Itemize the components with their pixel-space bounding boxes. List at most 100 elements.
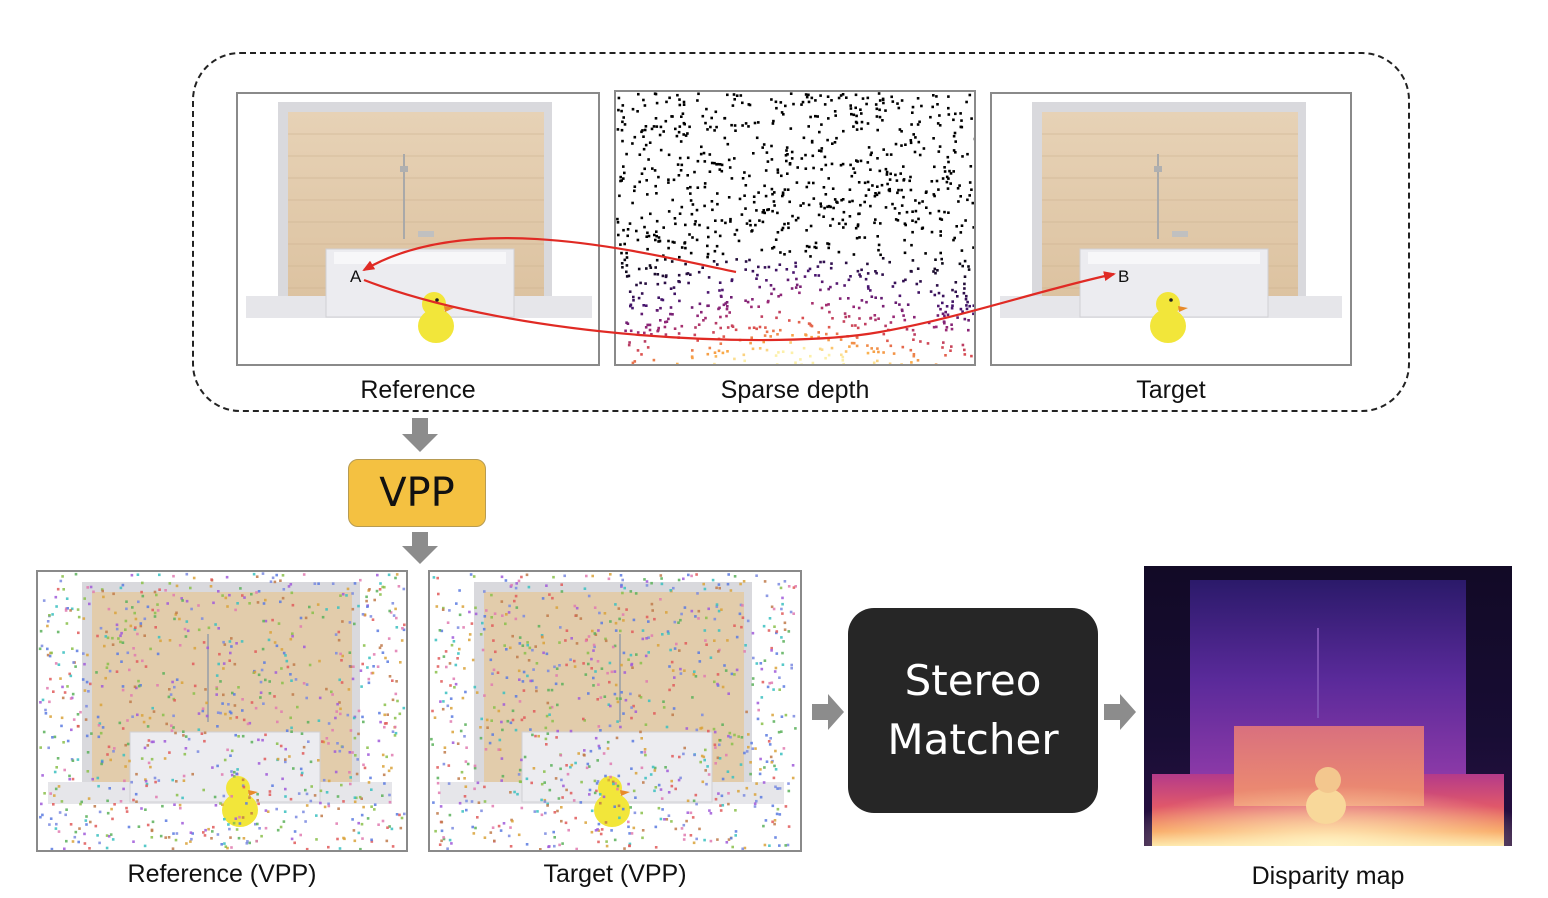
depth-point <box>902 165 905 168</box>
depth-point <box>795 277 798 281</box>
vpp-point <box>619 697 622 700</box>
vpp-point <box>776 807 780 811</box>
depth-point <box>616 217 619 221</box>
depth-point <box>765 348 769 352</box>
vpp-point <box>210 837 213 840</box>
depth-point <box>689 192 692 195</box>
depth-point <box>737 239 741 243</box>
vpp-point <box>68 777 71 781</box>
vpp-point <box>185 572 189 576</box>
vpp-point <box>670 660 674 664</box>
depth-point <box>831 317 834 320</box>
vpp-point <box>264 826 268 830</box>
vpp-point <box>202 831 205 834</box>
vpp-point <box>726 770 730 773</box>
depth-point <box>653 92 657 95</box>
vpp-point <box>309 799 313 803</box>
vpp-point <box>622 619 625 622</box>
vpp-point <box>559 626 562 629</box>
depth-point <box>864 194 868 197</box>
depth-point <box>967 328 970 332</box>
vpp-point <box>235 828 239 831</box>
depth-point <box>903 251 907 255</box>
vpp-point <box>544 811 547 815</box>
vpp-point <box>714 762 717 765</box>
depth-point <box>696 339 699 342</box>
vpp-point <box>597 744 601 748</box>
depth-point <box>912 338 915 341</box>
vpp-point <box>742 794 746 797</box>
vpp-point <box>537 624 541 628</box>
depth-point <box>671 313 674 316</box>
vpp-point <box>565 663 568 667</box>
depth-point <box>839 94 843 97</box>
depth-point <box>841 162 845 166</box>
vpp-point <box>773 670 777 673</box>
depth-point <box>750 336 753 339</box>
vpp-point <box>349 665 353 668</box>
depth-point <box>743 194 746 197</box>
depth-point <box>842 320 846 323</box>
depth-point <box>941 312 945 316</box>
vpp-point <box>241 698 244 701</box>
depth-point <box>802 346 806 350</box>
vpp-point <box>465 799 468 803</box>
vpp-point <box>662 706 666 709</box>
vpp-point <box>558 843 561 847</box>
vpp-point <box>613 805 616 808</box>
vpp-point <box>265 773 268 776</box>
depth-point <box>909 348 913 352</box>
vpp-point <box>264 678 267 682</box>
depth-point <box>918 153 922 157</box>
vpp-point <box>440 829 444 833</box>
vpp-point <box>327 804 331 808</box>
vpp-point <box>640 751 643 754</box>
arrow-depth-to-a <box>362 237 737 274</box>
vpp-point <box>215 693 218 696</box>
vpp-point <box>573 604 577 608</box>
vpp-point <box>672 707 676 710</box>
vpp-point <box>164 836 167 839</box>
depth-point <box>900 130 903 133</box>
depth-point <box>726 142 730 146</box>
vpp-point <box>217 627 220 630</box>
vpp-point <box>628 832 631 835</box>
vpp-point <box>442 762 446 766</box>
vpp-point <box>594 829 598 832</box>
vpp-point <box>534 645 537 648</box>
depth-point <box>721 252 725 256</box>
vpp-point <box>450 706 453 710</box>
vpp-point <box>227 823 230 826</box>
reference-vpp-scene <box>38 572 406 850</box>
vpp-point <box>644 723 648 726</box>
vpp-point <box>698 660 702 663</box>
vpp-point <box>564 639 567 642</box>
depth-point <box>760 315 764 318</box>
vpp-point <box>518 780 522 783</box>
depth-point <box>773 204 776 207</box>
depth-point <box>631 107 635 111</box>
vpp-point <box>399 661 402 664</box>
vpp-point <box>66 607 69 610</box>
vpp-point <box>450 715 454 718</box>
depth-point <box>854 120 858 124</box>
vpp-point <box>763 580 767 583</box>
vpp-point <box>89 820 92 824</box>
depth-point <box>947 106 950 110</box>
depth-point <box>941 294 945 298</box>
depth-point <box>687 281 690 285</box>
vpp-point <box>707 607 710 611</box>
vpp-point <box>294 815 298 819</box>
depth-point <box>835 282 839 285</box>
vpp-point <box>730 742 734 746</box>
vpp-point <box>340 783 343 787</box>
vpp-point <box>542 641 545 645</box>
vpp-point <box>180 597 183 600</box>
vpp-point <box>263 661 266 664</box>
vpp-point <box>579 801 583 804</box>
vpp-point <box>753 793 757 796</box>
vpp-point <box>718 648 721 652</box>
vpp-point <box>181 599 184 602</box>
vpp-point <box>772 688 775 691</box>
depth-point <box>671 198 674 202</box>
